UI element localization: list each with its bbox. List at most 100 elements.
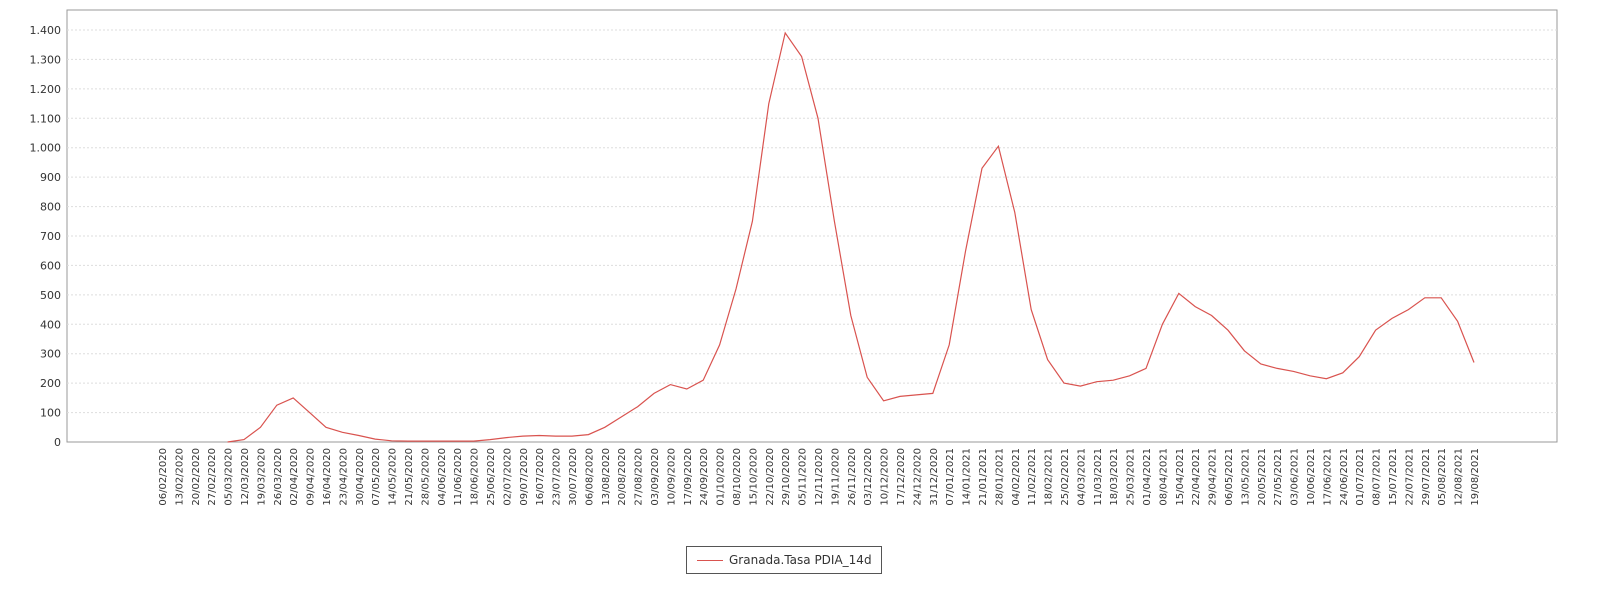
x-tick-label: 23/07/2020 (552, 448, 563, 506)
y-tick-label: 1.300 (30, 53, 62, 66)
x-tick-label: 19/11/2020 (830, 448, 841, 506)
x-tick-label: 07/01/2021 (945, 448, 956, 506)
x-tick-label: 09/04/2020 (306, 448, 317, 506)
x-tick-label: 12/03/2020 (240, 448, 251, 506)
x-tick-label: 16/04/2020 (322, 448, 333, 506)
x-tick-label: 04/02/2021 (1011, 448, 1022, 506)
x-tick-label: 09/07/2020 (519, 448, 530, 506)
x-tick-label: 10/12/2020 (880, 448, 891, 506)
y-tick-label: 500 (40, 289, 61, 302)
x-tick-label: 19/08/2021 (1470, 448, 1481, 506)
x-tick-label: 22/04/2021 (1191, 448, 1202, 506)
x-tick-label: 17/12/2020 (896, 448, 907, 506)
x-tick-label: 03/12/2020 (863, 448, 874, 506)
x-tick-label: 13/05/2021 (1240, 448, 1251, 506)
x-tick-label: 30/04/2020 (355, 448, 366, 506)
x-tick-label: 11/02/2021 (1027, 448, 1038, 506)
x-tick-label: 21/01/2021 (978, 448, 989, 506)
x-tick-label: 26/11/2020 (847, 448, 858, 506)
x-tick-label: 06/08/2020 (584, 448, 595, 506)
y-tick-label: 1.100 (30, 112, 62, 125)
x-tick-label: 27/05/2021 (1273, 448, 1284, 506)
x-tick-label: 04/06/2020 (437, 448, 448, 506)
x-tick-label: 02/04/2020 (289, 448, 300, 506)
x-tick-label: 24/06/2021 (1339, 448, 1350, 506)
x-tick-label: 21/05/2020 (404, 448, 415, 506)
x-tick-label: 18/03/2021 (1109, 448, 1120, 506)
x-tick-label: 28/01/2021 (994, 448, 1005, 506)
x-tick-label: 20/02/2020 (191, 448, 202, 506)
x-tick-label: 08/07/2021 (1372, 448, 1383, 506)
x-tick-label: 23/04/2020 (338, 448, 349, 506)
x-tick-label: 11/06/2020 (453, 448, 464, 506)
x-tick-label: 29/04/2021 (1208, 448, 1219, 506)
x-tick-label: 24/12/2020 (912, 448, 923, 506)
x-tick-label: 15/04/2021 (1175, 448, 1186, 506)
x-tick-label: 17/06/2021 (1322, 448, 1333, 506)
x-tick-label: 15/07/2021 (1388, 448, 1399, 506)
x-tick-label: 02/07/2020 (502, 448, 513, 506)
x-tick-label: 29/10/2020 (781, 448, 792, 506)
x-tick-label: 27/08/2020 (634, 448, 645, 506)
legend-label: Granada.Tasa PDIA_14d (729, 553, 872, 567)
x-tick-label: 06/02/2020 (158, 448, 169, 506)
x-tick-label: 26/03/2020 (273, 448, 284, 506)
x-tick-label: 18/06/2020 (470, 448, 481, 506)
y-tick-label: 1.200 (30, 83, 62, 96)
x-tick-label: 01/07/2021 (1355, 448, 1366, 506)
x-tick-label: 08/10/2020 (732, 448, 743, 506)
x-tick-label: 27/02/2020 (207, 448, 218, 506)
y-tick-label: 200 (40, 377, 61, 390)
legend: Granada.Tasa PDIA_14d (686, 546, 882, 574)
line-chart: 0 100 200 300 400 500 600 700 800 900 1.000 1.100 1.… (30, 9, 1558, 506)
x-tick-label: 22/07/2021 (1404, 448, 1415, 506)
y-tick-label: 300 (40, 348, 61, 361)
y-tick-label: 1.400 (30, 24, 62, 37)
x-tick-label: 20/05/2021 (1257, 448, 1268, 506)
x-tick-label: 31/12/2020 (929, 448, 940, 506)
y-tick-label: 600 (40, 259, 61, 272)
x-tick-label: 10/09/2020 (666, 448, 677, 506)
x-tick-label: 04/03/2021 (1076, 448, 1087, 506)
x-tick-label: 05/08/2021 (1437, 448, 1448, 506)
y-tick-label: 1.000 (30, 142, 62, 155)
plot-area (66, 9, 1558, 443)
x-tick-label: 20/08/2020 (617, 448, 628, 506)
x-tick-label: 08/04/2021 (1158, 448, 1169, 506)
y-tick-label: 100 (40, 407, 61, 420)
x-tick-label: 14/05/2020 (388, 448, 399, 506)
x-tick-label: 22/10/2020 (765, 448, 776, 506)
x-tick-label: 18/02/2021 (1044, 448, 1055, 506)
x-tick-label: 12/11/2020 (814, 448, 825, 506)
x-tick-label: 05/11/2020 (798, 448, 809, 506)
x-tick-label: 01/04/2021 (1142, 448, 1153, 506)
x-tick-label: 16/07/2020 (535, 448, 546, 506)
y-tick-label: 700 (40, 230, 61, 243)
x-tick-label: 10/06/2021 (1306, 448, 1317, 506)
x-tick-label: 07/05/2020 (371, 448, 382, 506)
x-tick-label: 25/02/2021 (1060, 448, 1071, 506)
x-tick-label: 13/08/2020 (601, 448, 612, 506)
y-tick-label: 0 (54, 436, 61, 449)
x-tick-label: 25/03/2021 (1126, 448, 1137, 506)
x-tick-label: 15/10/2020 (748, 448, 759, 506)
x-tick-label: 25/06/2020 (486, 448, 497, 506)
x-tick-label: 03/06/2021 (1290, 448, 1301, 506)
x-tick-label: 14/01/2021 (962, 448, 973, 506)
legend-swatch (697, 559, 723, 561)
x-tick-label: 24/09/2020 (699, 448, 710, 506)
x-tick-label: 03/09/2020 (650, 448, 661, 506)
y-tick-label: 800 (40, 201, 61, 214)
x-tick-label: 01/10/2020 (716, 448, 727, 506)
x-tick-label: 12/08/2021 (1454, 448, 1465, 506)
series-line-granada (227, 31, 1475, 443)
x-tick-label: 19/03/2020 (256, 448, 267, 506)
x-tick-label: 29/07/2021 (1421, 448, 1432, 506)
x-tick-label: 13/02/2020 (174, 448, 185, 506)
x-tick-label: 11/03/2021 (1093, 448, 1104, 506)
x-tick-label: 17/09/2020 (683, 448, 694, 506)
x-tick-label: 05/03/2020 (224, 448, 235, 506)
x-tick-label: 28/05/2020 (420, 448, 431, 506)
x-tick-label: 06/05/2021 (1224, 448, 1235, 506)
y-tick-label: 900 (40, 171, 61, 184)
